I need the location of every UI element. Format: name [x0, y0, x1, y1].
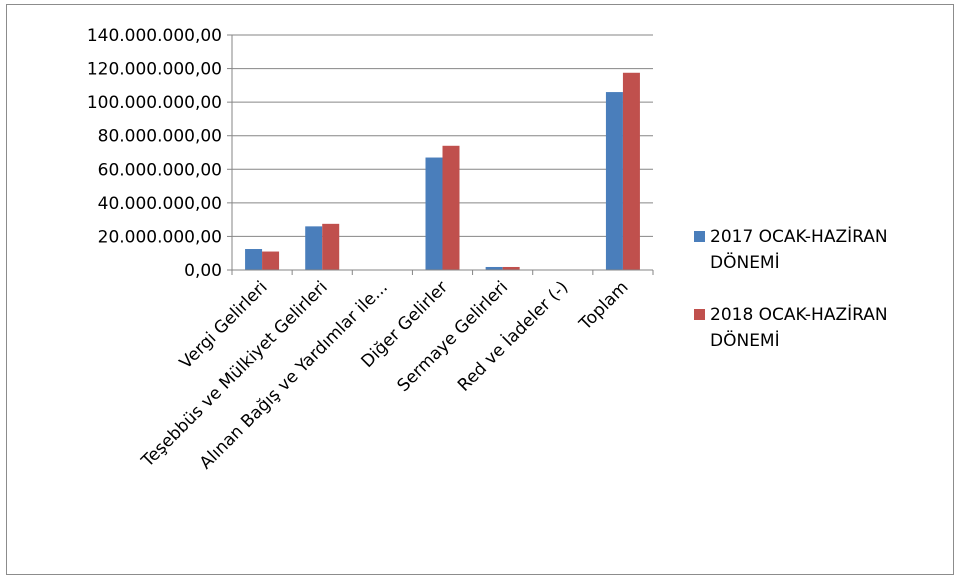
y-tick-label: 60.000.000,00 [98, 160, 222, 180]
x-tick-label: Toplam [575, 277, 633, 335]
y-tick-label: 40.000.000,00 [98, 194, 222, 214]
legend-label: 2018 OCAK-HAZİRAN [710, 304, 888, 325]
legend-swatch [694, 231, 705, 242]
y-tick-label: 140.000.000,00 [87, 26, 222, 46]
bar [485, 266, 503, 270]
bar [322, 223, 340, 270]
bar [425, 157, 443, 270]
legend-label: 2017 OCAK-HAZİRAN [710, 226, 888, 247]
bars [245, 72, 640, 271]
y-tick-label: 120.000.000,00 [87, 60, 222, 80]
x-tick-label: Sermaye Gelirleri [394, 277, 513, 396]
bar [262, 251, 280, 270]
bar [605, 92, 623, 270]
chart-frame: 0,00 20.000.000,00 40.000.000,00 60.000.000… [6, 4, 954, 575]
bar [622, 72, 640, 271]
x-tick-label: Red ve İadeler (-) [453, 277, 572, 396]
y-tick-label: 20.000.000,00 [98, 227, 222, 247]
bar-chart: 0,00 20.000.000,00 40.000.000,00 60.000.000… [87, 26, 888, 473]
y-tick-label: 0,00 [184, 261, 222, 281]
legend-swatch [694, 309, 705, 320]
bar [305, 226, 323, 270]
y-tick-label: 80.000.000,00 [98, 127, 222, 147]
legend-label-line2: DÖNEMİ [710, 329, 780, 351]
axes [231, 35, 653, 271]
bar [442, 145, 460, 270]
y-axis-ticks: 0,00 20.000.000,00 40.000.000,00 60.000.000… [87, 26, 232, 281]
y-tick-label: 100.000.000,00 [87, 93, 222, 113]
legend-label-line2: DÖNEMİ [710, 251, 780, 273]
bar [502, 266, 520, 270]
bar [245, 249, 263, 270]
legend: 2017 OCAK-HAZİRAN DÖNEMİ 2018 OCAK-HAZİRAN… [694, 226, 888, 351]
